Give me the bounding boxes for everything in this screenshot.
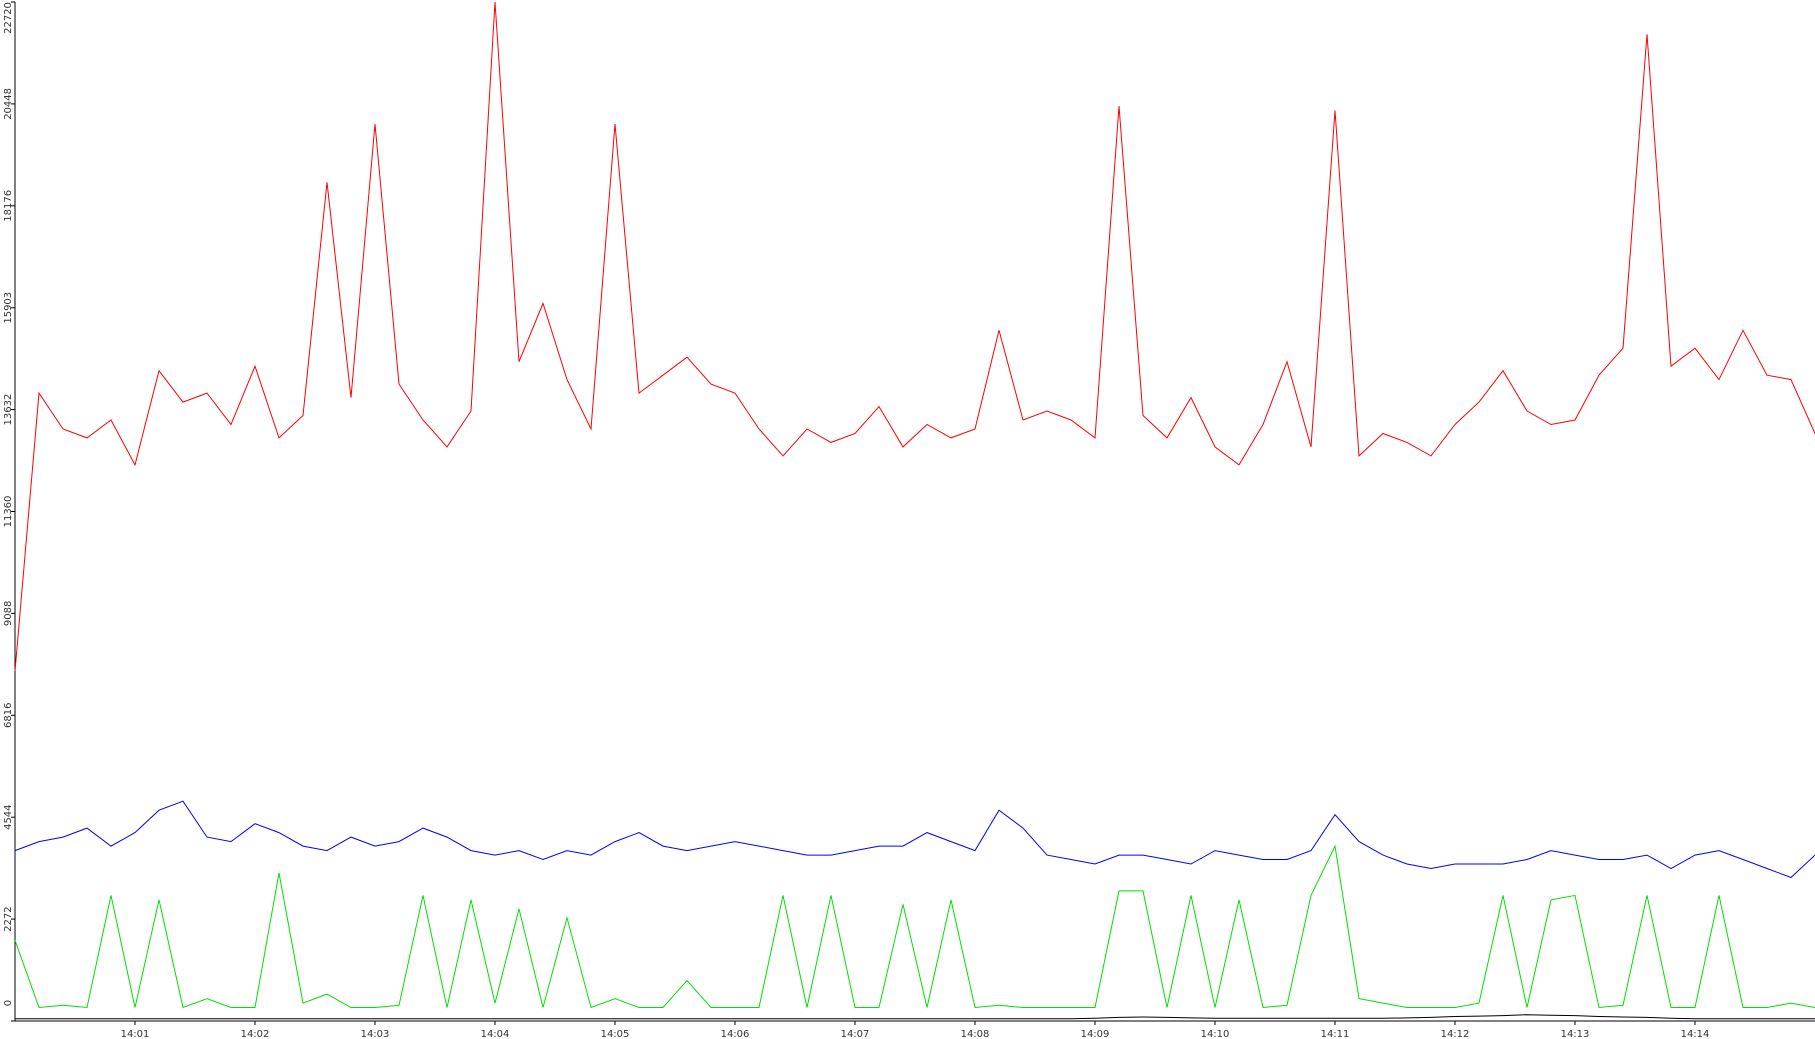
x-tick-label: 14:10 [1201,1029,1230,1039]
y-tick-label: 13632 [3,394,14,426]
x-tick-label: 14:03 [361,1029,390,1039]
x-tick-label: 14:09 [1081,1029,1110,1039]
x-tick-label: 14:14 [1681,1029,1710,1039]
y-tick-label: 22720 [3,2,14,34]
y-tick-label: 4544 [3,804,14,829]
series-line [14,1,1815,672]
series-line [14,800,1815,879]
x-tick-label: 14:02 [241,1029,270,1039]
series-line [14,844,1815,1009]
x-tick-label: 14:11 [1321,1029,1350,1039]
series-line [15,1014,1815,1020]
x-tick-label: 14:04 [481,1029,510,1039]
x-tick-label: 14:08 [961,1029,990,1039]
y-tick-label: 9088 [3,601,14,626]
y-tick-label: 20448 [3,88,14,120]
y-tick-label: 18176 [3,190,14,222]
y-tick-label: 0 [3,1000,14,1006]
y-tick-label: 6816 [3,703,14,728]
x-tick-label: 14:12 [1441,1029,1470,1039]
x-tick-label: 14:01 [121,1029,150,1039]
y-tick-label: 15903 [3,292,14,324]
x-tick-label: 14:07 [841,1029,870,1039]
x-tick-label: 14:05 [601,1029,630,1039]
y-tick-label: 2272 [3,906,14,931]
x-tick-label: 14:06 [721,1029,750,1039]
y-tick-label: 11360 [3,496,14,528]
x-tick-label: 14:13 [1561,1029,1590,1039]
